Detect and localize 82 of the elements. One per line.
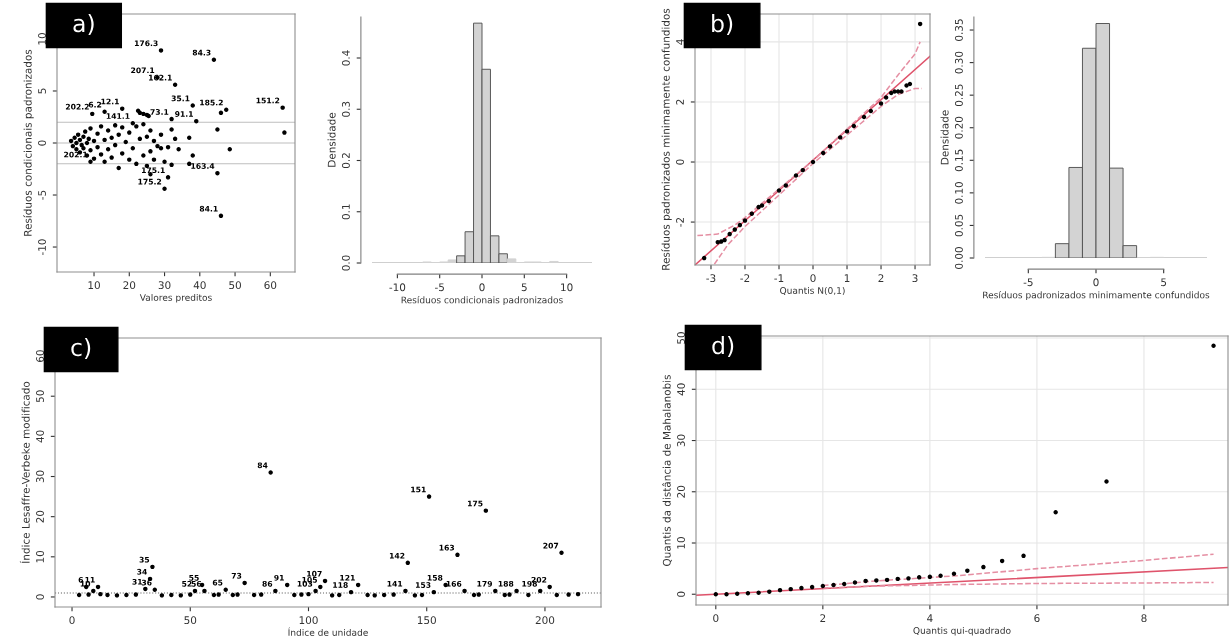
- x-tick-label: 60: [264, 281, 277, 290]
- x-tick-label: 20: [123, 281, 136, 290]
- y-tick-label: 0.35: [954, 19, 963, 41]
- y-tick-label: 0.30: [954, 51, 963, 74]
- y-tick-label: 20: [36, 510, 44, 523]
- x-axis-title: Resíduos padronizados minimamente confundidos: [983, 291, 1210, 301]
- x-tick-label: 2: [878, 274, 884, 282]
- y-axis-title: Resíduos padronizados minimamente confundidos: [661, 8, 672, 270]
- y-tick-label: 50: [36, 390, 44, 403]
- y-tick-label: 0.1: [341, 204, 350, 220]
- x-axis-title: Valores preditos: [139, 293, 212, 303]
- x-tick-label: 100: [299, 616, 318, 625]
- x-tick-label: -2: [740, 274, 750, 282]
- x-tick-label: 2: [820, 614, 826, 622]
- y-tick-label: 30: [677, 434, 685, 447]
- y-tick-label: 0.2: [341, 153, 350, 169]
- y-tick-label: 10: [38, 33, 46, 45]
- y-tick-label: 0.10: [954, 181, 963, 204]
- annotation: c): [71, 338, 91, 360]
- y-axis-title: Quantis da distância de Mahalanobis: [662, 375, 672, 566]
- y-axis-title: Densidade: [940, 110, 949, 165]
- x-tick-label: 5: [1161, 278, 1167, 287]
- x-tick-label: -5: [1023, 278, 1033, 287]
- annotation: a): [73, 14, 94, 36]
- y-tick-label: 10: [677, 537, 685, 549]
- y-tick-label: 0: [36, 594, 44, 600]
- y-tick-label: 60: [36, 350, 44, 362]
- x-tick-label: 6: [1034, 614, 1040, 623]
- x-axis-title: Resíduos condicionais padronizados: [401, 296, 563, 306]
- x-tick-label: 150: [417, 616, 436, 625]
- x-tick-label: 1: [844, 274, 850, 282]
- y-tick-label: 4: [676, 39, 684, 45]
- x-tick-label: 50: [229, 281, 241, 290]
- y-tick-label: 0.15: [954, 149, 963, 172]
- y-tick-label: -10: [38, 239, 46, 256]
- x-axis-title: Índice de unidade: [288, 627, 368, 636]
- annotation: d): [712, 336, 734, 358]
- x-tick-label: 30: [158, 281, 171, 290]
- x-tick-label: 10: [88, 281, 100, 290]
- x-tick-label: 0: [69, 616, 75, 625]
- y-tick-label: 0.05: [954, 214, 963, 237]
- x-tick-label: 40: [193, 281, 206, 290]
- y-tick-label: 50: [677, 332, 685, 344]
- x-tick-label: 0: [1093, 278, 1099, 287]
- x-tick-label: 50: [184, 616, 197, 625]
- x-axis-title: Quantis qui-quadrado: [913, 626, 1011, 636]
- y-tick-label: 20: [677, 485, 685, 498]
- y-tick-label: -2: [676, 217, 684, 227]
- y-tick-label: 0.25: [954, 84, 963, 107]
- x-tick-label: -5: [435, 283, 444, 292]
- x-tick-label: 0: [713, 614, 719, 623]
- y-tick-label: 0.0: [341, 255, 350, 271]
- y-tick-label: 5: [38, 88, 46, 94]
- y-axis-title: Densidade: [327, 112, 336, 167]
- y-tick-label: -5: [38, 190, 46, 200]
- x-tick-label: -10: [389, 283, 406, 292]
- y-tick-label: 0.00: [954, 247, 963, 269]
- annotation: b): [712, 14, 733, 36]
- y-tick-label: 30: [36, 470, 44, 483]
- y-axis-title: Resíduos condicionais padronizados: [23, 49, 34, 236]
- x-tick-label: -3: [706, 274, 716, 283]
- y-axis-title: Índice Lesaffre-Verbeke modificado: [19, 381, 30, 563]
- x-tick-label: 8: [1141, 614, 1147, 623]
- y-tick-label: 10: [36, 550, 44, 563]
- y-tick-label: 2: [676, 99, 684, 105]
- y-tick-label: 0: [676, 159, 684, 165]
- x-tick-label: -1: [774, 274, 784, 282]
- x-tick-label: 10: [561, 283, 573, 292]
- x-tick-label: 3: [912, 274, 918, 283]
- x-axis-title: Quantis N(0,1): [780, 286, 845, 295]
- y-tick-label: 0: [677, 591, 685, 597]
- x-tick-label: 0: [479, 283, 485, 292]
- y-tick-label: 0: [38, 140, 46, 146]
- x-tick-label: 0: [810, 274, 816, 283]
- x-tick-label: 5: [521, 283, 527, 292]
- y-tick-label: 0.4: [341, 50, 350, 66]
- y-tick-label: 40: [36, 430, 44, 443]
- y-tick-label: 0.20: [954, 116, 963, 139]
- y-tick-label: 0.3: [341, 101, 350, 117]
- x-tick-label: 200: [535, 616, 555, 625]
- y-tick-label: 40: [677, 383, 685, 396]
- x-tick-label: 4: [927, 614, 933, 622]
